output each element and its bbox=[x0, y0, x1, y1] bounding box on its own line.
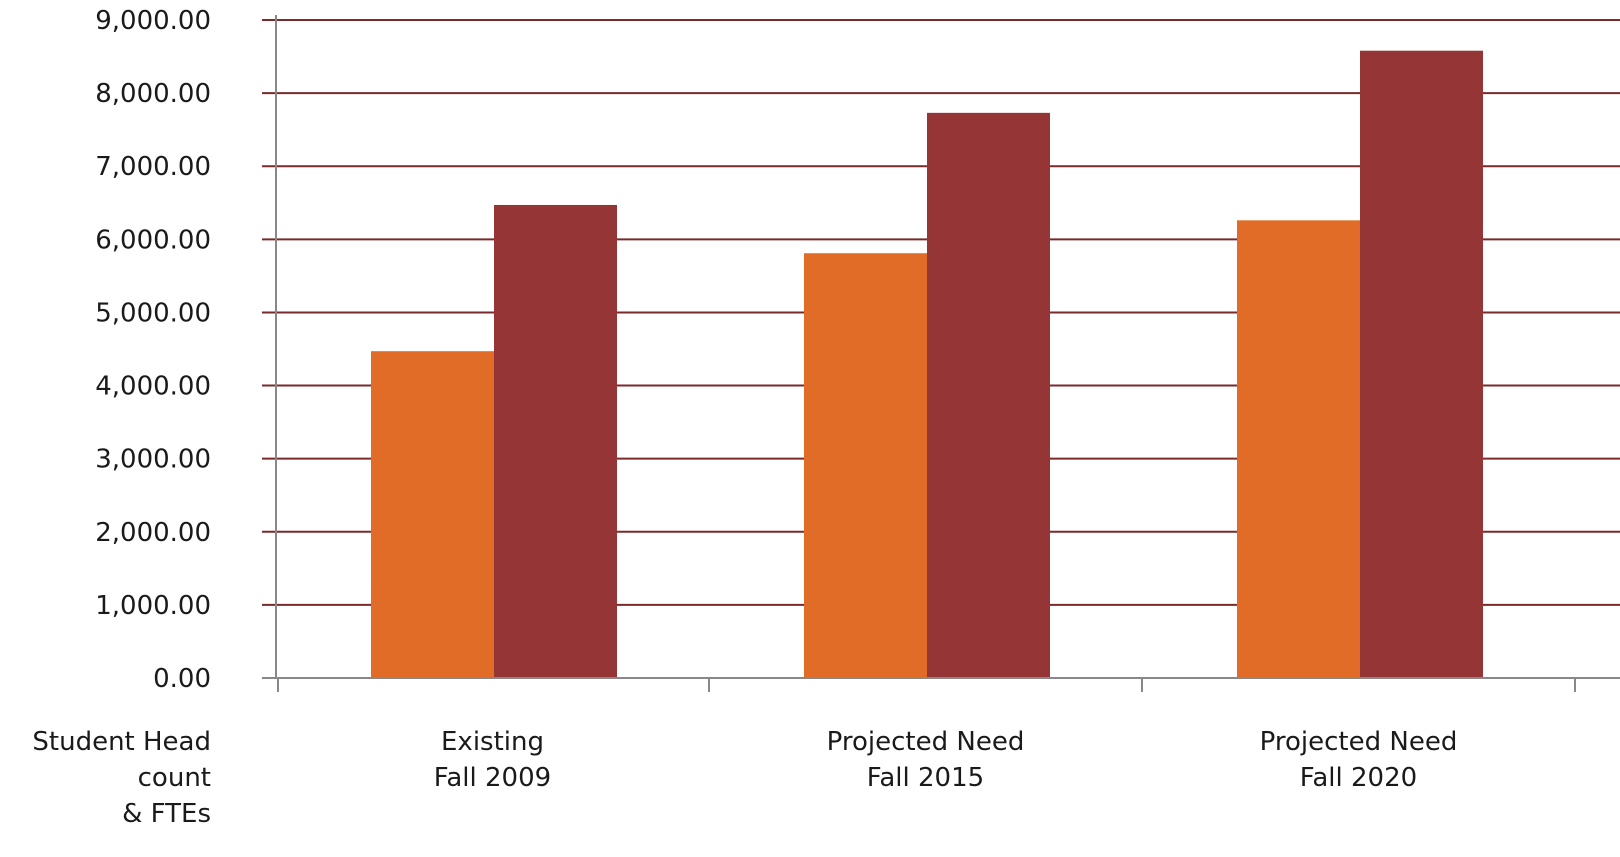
category-label-line: Existing bbox=[441, 727, 544, 757]
category-label: Projected Need Fall 2020 bbox=[1260, 727, 1458, 793]
bar-series1-cat2 bbox=[804, 253, 927, 679]
bar-series2-cat3 bbox=[1360, 50, 1483, 678]
bar-series2-cat2 bbox=[927, 112, 1050, 678]
y-tick-label: 8,000.00 bbox=[95, 79, 211, 109]
bar-group bbox=[371, 50, 1483, 679]
x-axis-title: Student Head count & FTEs bbox=[32, 727, 211, 829]
y-tick-label: 4,000.00 bbox=[95, 372, 211, 402]
category-label-line: Fall 2015 bbox=[867, 763, 984, 793]
y-tick-label: 3,000.00 bbox=[95, 445, 211, 475]
category-labels: Existing Fall 2009 Projected Need Fall 2015… bbox=[434, 727, 1458, 793]
axes bbox=[262, 15, 1620, 692]
y-tick-label: 5,000.00 bbox=[95, 298, 211, 328]
y-tick-label: 0.00 bbox=[153, 664, 211, 694]
x-axis-label: Student Head count & FTEs bbox=[32, 727, 211, 829]
bar-series2-cat1 bbox=[494, 204, 617, 678]
category-label-line: Projected Need bbox=[1260, 727, 1458, 757]
y-tick-label: 6,000.00 bbox=[95, 225, 211, 255]
x-axis-label-line: & FTEs bbox=[122, 799, 211, 829]
y-tick-label: 1,000.00 bbox=[95, 591, 211, 621]
bar-series1-cat3 bbox=[1237, 220, 1360, 678]
bar-series1-cat1 bbox=[371, 351, 494, 678]
y-tick-label: 9,000.00 bbox=[95, 6, 211, 36]
category-label-line: Projected Need bbox=[827, 727, 1025, 757]
category-label-line: Fall 2020 bbox=[1300, 763, 1417, 793]
y-tick-label: 7,000.00 bbox=[95, 152, 211, 182]
x-axis-label-line: count bbox=[138, 763, 211, 793]
y-tick-labels: 0.00 1,000.00 2,000.00 3,000.00 4,000.00 5,00… bbox=[95, 6, 211, 694]
x-axis-label-line: Student Head bbox=[32, 727, 211, 757]
y-tick-label: 2,000.00 bbox=[95, 518, 211, 548]
category-label: Projected Need Fall 2015 bbox=[827, 727, 1025, 793]
category-label: Existing Fall 2009 bbox=[434, 727, 551, 793]
category-label-line: Fall 2009 bbox=[434, 763, 551, 793]
